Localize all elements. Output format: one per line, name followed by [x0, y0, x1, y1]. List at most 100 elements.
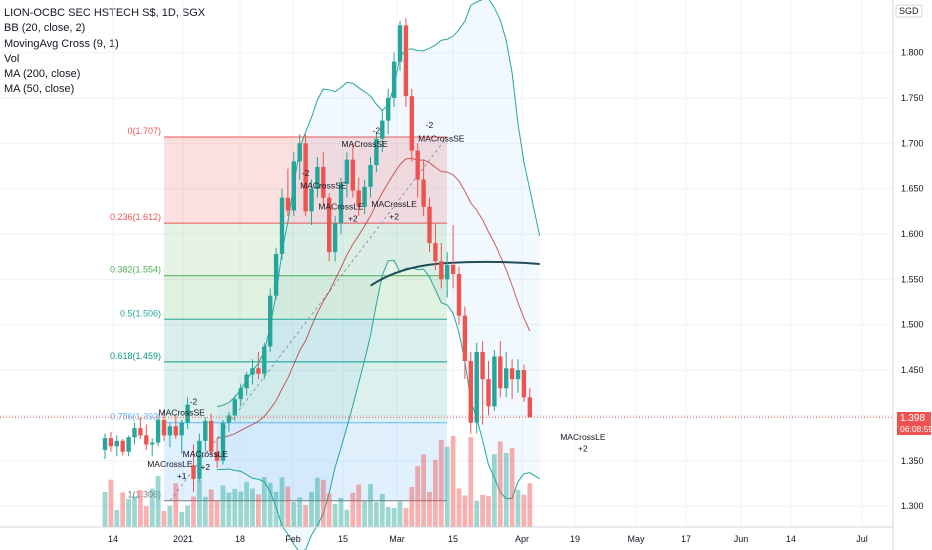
- candle-body: [486, 379, 491, 407]
- candle-body: [445, 264, 450, 280]
- candle-body: [515, 370, 521, 380]
- y-tick-label: 1.750: [901, 93, 924, 103]
- signal-label: MACrossSE: [159, 407, 206, 417]
- candle-body: [256, 368, 261, 374]
- candle-body: [220, 422, 226, 461]
- candle-body: [279, 197, 285, 254]
- candle-body: [509, 368, 515, 380]
- bollinger-basis: [217, 157, 531, 439]
- candle-body: [150, 442, 155, 445]
- indicator-vol[interactable]: Vol: [4, 52, 20, 65]
- currency-box: [895, 4, 923, 18]
- indicator-macross[interactable]: MovingAvg Cross (9, 1): [4, 37, 119, 50]
- fib-level-label: 0.786(1.392): [110, 412, 161, 422]
- candle-body: [173, 426, 178, 436]
- volume-bar: [297, 497, 303, 527]
- volume-bar: [155, 475, 161, 527]
- volume-bar: [226, 492, 232, 527]
- volume-bar: [362, 501, 367, 527]
- fib-level-label: 0.382(1.554): [110, 265, 161, 275]
- fib-level-label: 0.236(1.612): [110, 212, 161, 222]
- candle-body: [185, 404, 190, 423]
- y-tick-label: 1.650: [901, 184, 924, 194]
- signal-label: +1: [177, 471, 187, 481]
- y-tick-label: 1.350: [901, 456, 924, 466]
- candle-body: [368, 165, 373, 187]
- volume-bar: [403, 507, 409, 527]
- candle-body: [409, 96, 414, 151]
- indicator-ma50[interactable]: MA (50, close): [4, 83, 75, 96]
- candle-body: [332, 223, 338, 253]
- candle-body: [238, 388, 243, 400]
- candle-body: [327, 197, 332, 253]
- signal-label: MACrossLE: [560, 432, 606, 442]
- bollinger-lower: [217, 260, 540, 550]
- bollinger-fill: [217, 0, 540, 550]
- volume-bar: [167, 505, 173, 527]
- volume-bar: [120, 492, 126, 527]
- y-tick-label: 1.450: [901, 365, 924, 375]
- candle-body: [285, 197, 291, 211]
- candle-body: [315, 166, 320, 189]
- candle-body: [102, 438, 108, 450]
- candle-body: [439, 261, 444, 280]
- fib-zone: [164, 275, 447, 320]
- volume-bar: [149, 488, 155, 527]
- volume-bar: [161, 511, 167, 527]
- volume-bar: [220, 485, 226, 527]
- signal-label: +2: [200, 462, 210, 472]
- x-tick-label: 14: [108, 534, 118, 544]
- volume-bar: [391, 507, 397, 527]
- volume-bar: [338, 497, 344, 527]
- y-tick-label: 1.600: [901, 229, 924, 239]
- volume-bar: [456, 488, 462, 527]
- volume-bar: [332, 503, 338, 527]
- signal-label: +2: [389, 212, 399, 222]
- symbol-title: LION-OCBC SEC HSTECH S$, 1D, SGX: [4, 7, 206, 19]
- candle-body: [421, 179, 426, 207]
- volume-bar: [132, 496, 137, 527]
- candle-body: [344, 159, 350, 185]
- volume-bar: [256, 494, 261, 527]
- volume-bar: [173, 483, 179, 527]
- x-tick-label: 2021: [173, 534, 193, 544]
- candle-body: [456, 273, 462, 316]
- candle-body: [521, 370, 527, 398]
- candle-body: [309, 188, 314, 212]
- volume-bar: [515, 489, 521, 527]
- volume-bar: [238, 491, 244, 527]
- candle-body: [415, 150, 420, 180]
- volume-bar: [468, 437, 474, 527]
- signal-label: -2: [373, 125, 381, 135]
- indicator-ma200[interactable]: MA (200, close): [4, 68, 81, 81]
- signal-label: MACrossSE: [418, 134, 465, 144]
- volume-bar: [108, 479, 114, 527]
- indicator-bb[interactable]: BB (20, close, 2): [4, 22, 86, 35]
- fib-zone: [164, 223, 447, 276]
- volume-bar: [444, 446, 450, 527]
- candle-body: [197, 440, 202, 479]
- candle-body: [321, 166, 326, 198]
- volume-bar: [244, 481, 249, 527]
- fib-level-label: 0(1.707): [127, 126, 161, 136]
- fib-level-label: 1(1.306): [127, 490, 161, 500]
- volume-bar: [374, 502, 379, 527]
- signal-label: +2: [578, 444, 588, 454]
- candle-body: [397, 25, 403, 62]
- volume-bar: [497, 441, 503, 527]
- volume-bar: [185, 505, 190, 527]
- volume-bar: [474, 500, 480, 527]
- x-tick-label: 19: [570, 534, 580, 544]
- candle-body: [161, 419, 167, 436]
- volume-bar: [503, 453, 509, 527]
- last-price-badge: 1.398 06:08:59: [897, 412, 932, 435]
- volume-bar: [179, 511, 185, 527]
- candle-body: [209, 420, 214, 452]
- candle-body: [362, 186, 367, 207]
- volume-bar: [126, 498, 131, 527]
- candle-body: [474, 351, 479, 423]
- volume-bar: [350, 492, 356, 527]
- candle-body: [108, 438, 114, 447]
- y-tick-label: 1.700: [901, 138, 924, 148]
